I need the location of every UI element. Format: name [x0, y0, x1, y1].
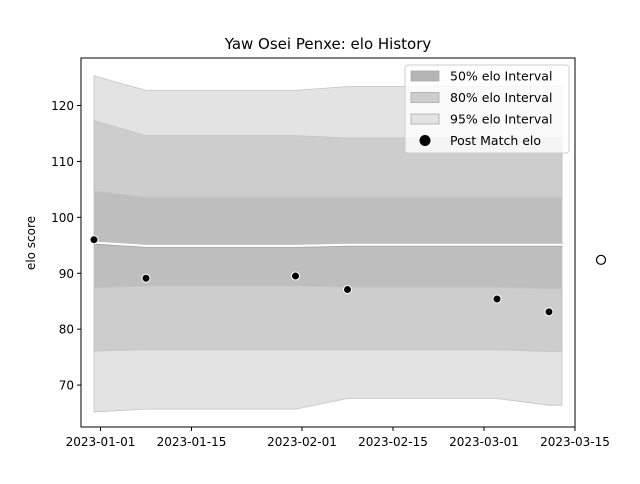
chart-title: Yaw Osei Penxe: elo History	[224, 35, 432, 53]
x-tick-label-0: 2023-01-01	[66, 435, 136, 449]
legend: 50% elo Interval 80% elo Interval 95% elo …	[404, 64, 570, 154]
mean-line-shadow	[93, 243, 562, 248]
point-current	[595, 254, 607, 265]
x-axis: 2023-01-01 2023-01-15 2023-02-01 2023-02-15…	[66, 427, 610, 449]
y-axis: 70 80 90 100 110 120	[51, 99, 81, 393]
plot-frame	[80, 57, 576, 428]
legend-label-2: 95% elo Interval	[450, 112, 552, 127]
legend-swatch-2	[410, 113, 440, 125]
x-tick-label-3: 2023-02-15	[358, 435, 428, 449]
point-0	[89, 235, 99, 245]
y-tick-label-2: 90	[59, 267, 74, 281]
legend-label-0: 50% elo Interval	[450, 69, 552, 84]
y-tick-label-4: 110	[51, 155, 74, 169]
x-tick-label-1: 2023-01-15	[157, 435, 227, 449]
point-2	[291, 271, 300, 281]
interval-bands	[93, 75, 563, 413]
mean-line	[93, 241, 562, 247]
legend-swatch-1	[410, 92, 440, 103]
y-tick-label-1: 80	[59, 323, 74, 337]
point-3	[343, 284, 352, 294]
band-2	[93, 190, 563, 290]
x-tick-label-2: 2023-02-01	[267, 435, 337, 449]
x-tick-label-4: 2023-03-01	[449, 435, 519, 449]
legend-marker-3	[419, 135, 431, 146]
y-tick-label-3: 100	[51, 211, 74, 225]
legend-label-1: 80% elo Interval	[450, 90, 552, 105]
legend-box	[404, 64, 570, 154]
x-tick-label-5: 2023-03-15	[540, 435, 610, 449]
y-tick-label-5: 120	[51, 99, 74, 113]
legend-swatch-0	[410, 70, 440, 82]
point-4	[492, 294, 502, 304]
y-tick-label-0: 70	[59, 379, 74, 393]
y-axis-label: elo score	[24, 216, 38, 270]
point-5	[544, 307, 554, 317]
point-1	[141, 273, 151, 283]
post-match-points	[89, 235, 607, 317]
mean-line-layer	[93, 241, 562, 248]
legend-label-3: Post Match elo	[450, 133, 541, 148]
